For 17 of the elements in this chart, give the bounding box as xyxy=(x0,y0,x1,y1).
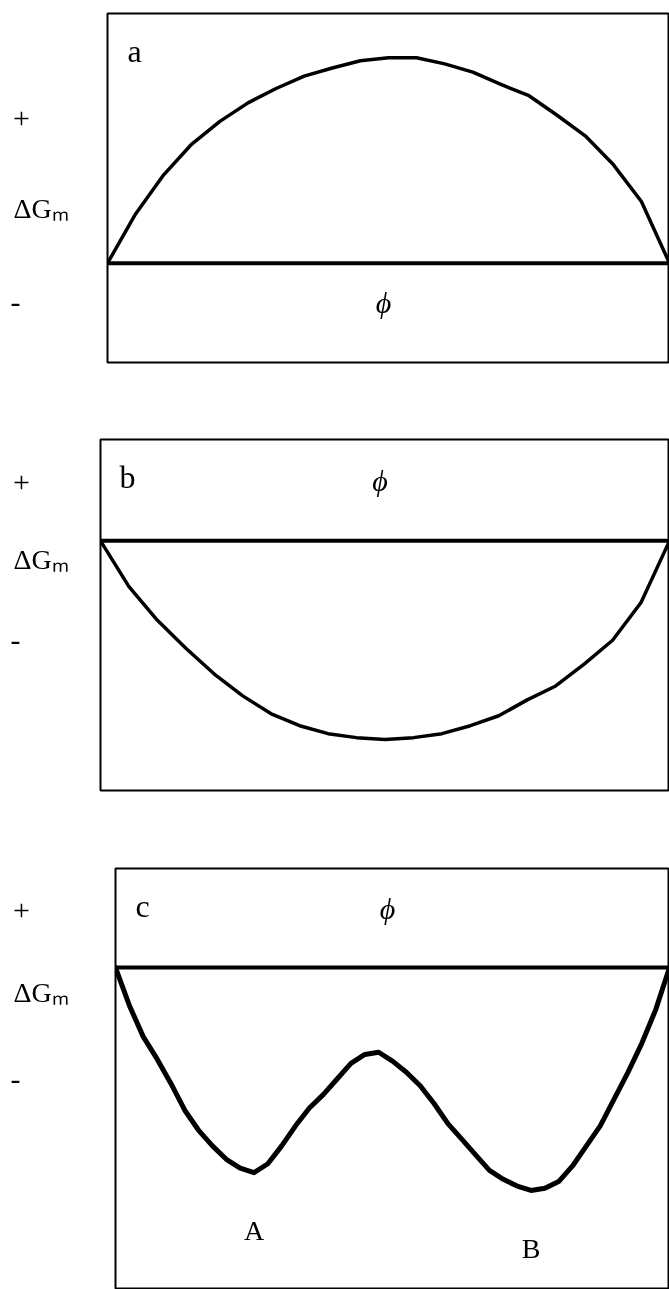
text: - xyxy=(10,1061,21,1095)
text: + xyxy=(13,100,30,134)
text: + xyxy=(13,892,30,926)
y-axis-title: ΔGₘ xyxy=(13,977,69,1009)
y-axis-title: ΔGₘ xyxy=(13,543,69,575)
text: - xyxy=(10,285,21,319)
x-axis-title: ϕ xyxy=(372,463,388,497)
x-axis-title: ϕ xyxy=(379,891,396,925)
text: + xyxy=(13,464,30,498)
x-axis-title: ϕ xyxy=(375,286,392,320)
annotation: B xyxy=(521,1232,541,1264)
chart-title: b xyxy=(119,458,136,495)
annotation: A xyxy=(243,1215,265,1247)
text: - xyxy=(10,622,21,656)
chart-title: a xyxy=(127,32,142,69)
chart-title: c xyxy=(135,887,150,924)
y-axis-title: ΔGₘ xyxy=(13,193,69,225)
